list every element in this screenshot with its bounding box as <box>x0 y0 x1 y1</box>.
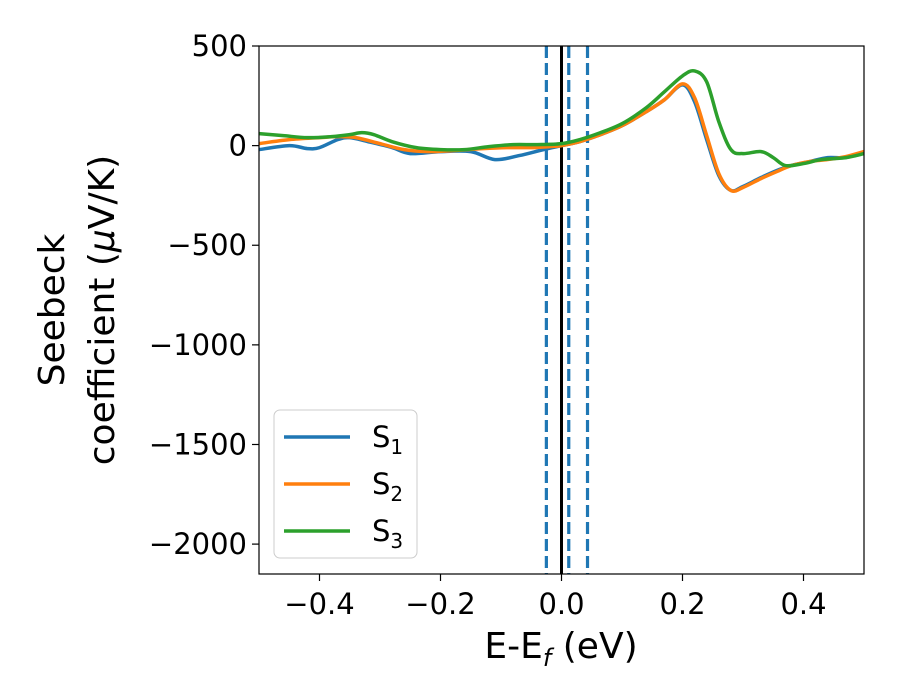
y-tick-label: −2000 <box>149 527 247 561</box>
legend-label-s3: S3 <box>372 514 403 553</box>
y-axis-label-line2: coefficient (μV/K) <box>82 155 123 465</box>
y-axis-label-line1: Seebeck <box>32 233 73 386</box>
y-tick-label: 500 <box>192 29 247 63</box>
x-axis-label: E-Ef (eV) <box>484 626 637 672</box>
y-tick-label: −500 <box>167 228 247 262</box>
legend: S1 S2 S3 <box>273 409 418 559</box>
y-tick-label: 0 <box>229 129 247 163</box>
x-tick-label: 0.2 <box>659 587 705 621</box>
x-tick-label: −0.2 <box>405 587 475 621</box>
x-tick-label: −0.4 <box>284 587 354 621</box>
legend-label-s2: S2 <box>372 467 403 506</box>
y-tick-label: −1000 <box>149 328 247 362</box>
y-tick-label: −1500 <box>149 427 247 461</box>
series-line-s2 <box>259 82 864 193</box>
legend-label-s1: S1 <box>372 420 403 459</box>
series-line-s3 <box>259 68 864 168</box>
x-tick-label: 0.0 <box>538 587 584 621</box>
x-tick-label: 0.4 <box>780 587 826 621</box>
